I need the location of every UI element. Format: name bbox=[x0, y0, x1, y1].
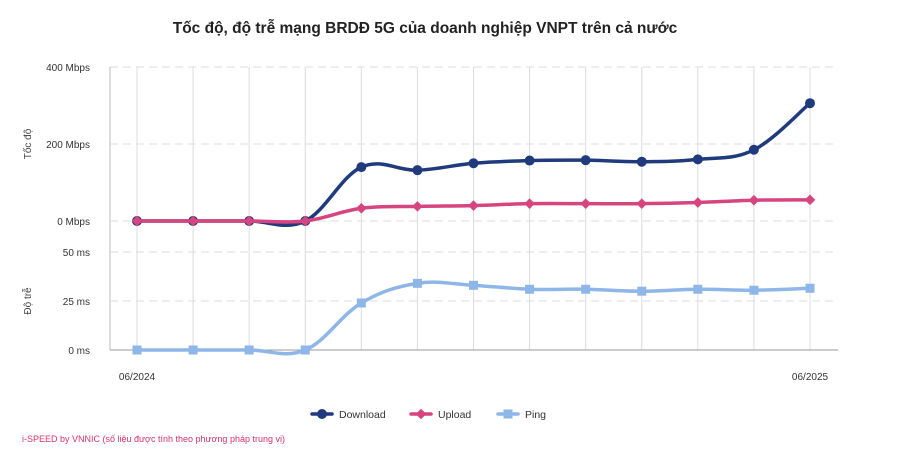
data-point bbox=[412, 165, 423, 176]
data-point bbox=[412, 278, 422, 288]
legend-item-ping: Ping bbox=[496, 409, 546, 421]
data-point bbox=[749, 285, 759, 295]
data-point bbox=[187, 215, 199, 227]
y-tick-label: 50 ms bbox=[63, 248, 90, 259]
source-footnote: i-SPEED by VNNIC (số liệu được tính theo… bbox=[22, 434, 285, 444]
data-point bbox=[748, 194, 760, 206]
legend-label: Download bbox=[339, 409, 386, 421]
data-point bbox=[524, 198, 535, 209]
legend-label: Ping bbox=[525, 409, 546, 421]
series-upload bbox=[131, 194, 816, 227]
legend-item-download: Download bbox=[310, 409, 386, 421]
legend-item-upload: Upload bbox=[409, 408, 471, 421]
data-point bbox=[468, 158, 479, 169]
data-point bbox=[243, 215, 255, 227]
data-point bbox=[692, 154, 703, 165]
data-point bbox=[692, 197, 704, 208]
data-point bbox=[356, 202, 367, 214]
y-tick-label: 25 ms bbox=[63, 297, 90, 308]
data-point bbox=[580, 155, 591, 166]
data-point bbox=[244, 345, 254, 355]
chart-title: Tốc độ, độ trễ mạng BRDĐ 5G của doanh ng… bbox=[172, 20, 678, 37]
y-tick-label: 200 Mbps bbox=[46, 140, 90, 151]
data-point bbox=[748, 144, 759, 155]
data-point bbox=[299, 215, 311, 227]
data-point bbox=[580, 198, 591, 209]
data-point bbox=[637, 286, 647, 296]
data-point bbox=[356, 162, 367, 173]
legend-marker bbox=[503, 409, 513, 419]
y-tick-label: 0 Mbps bbox=[57, 217, 90, 228]
y-axis-title: Độ trễ bbox=[21, 287, 34, 315]
data-point bbox=[805, 283, 815, 293]
data-point bbox=[524, 155, 535, 166]
data-point bbox=[693, 284, 703, 294]
x-tick-label: 06/2024 bbox=[119, 372, 156, 383]
series-ping bbox=[132, 278, 815, 356]
data-point bbox=[188, 345, 198, 355]
data-point bbox=[636, 156, 647, 167]
y-axis-title: Tốc độ bbox=[22, 128, 34, 159]
data-point bbox=[581, 284, 591, 294]
legend-marker bbox=[317, 409, 327, 419]
data-point bbox=[131, 215, 143, 227]
y-tick-label: 0 ms bbox=[68, 346, 90, 357]
data-point bbox=[132, 345, 142, 355]
data-point bbox=[356, 298, 366, 308]
data-point bbox=[468, 200, 479, 211]
x-tick-label: 06/2025 bbox=[792, 372, 829, 383]
data-point bbox=[469, 280, 478, 290]
legend-marker bbox=[415, 408, 427, 420]
legend-label: Upload bbox=[438, 409, 471, 421]
data-point bbox=[412, 201, 423, 212]
data-point bbox=[525, 284, 535, 294]
data-point bbox=[804, 194, 816, 206]
data-point bbox=[805, 98, 815, 109]
data-point bbox=[636, 198, 648, 209]
y-tick-label: 400 Mbps bbox=[46, 63, 90, 74]
data-point bbox=[300, 345, 310, 355]
